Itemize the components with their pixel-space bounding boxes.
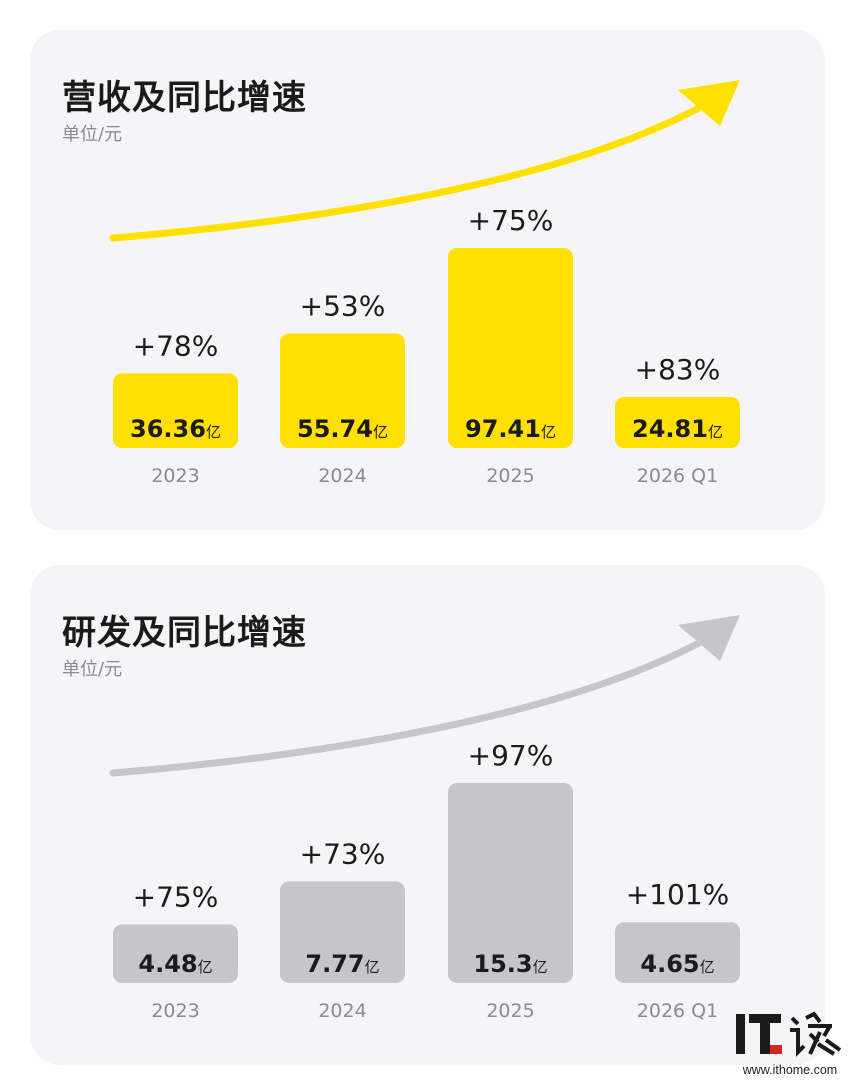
bar-value-label: 24.81亿	[632, 415, 723, 443]
chart-unit-label: 单位/元	[62, 659, 123, 680]
x-axis-tick-label: 2026 Q1	[637, 465, 718, 487]
bar	[615, 922, 740, 983]
growth-rate-label: +101%	[626, 878, 730, 911]
revenue-chart-card: 营收及同比增速 单位/元 36.36亿 +78% 2023 55.74亿 +53% 202…	[30, 30, 825, 530]
bar	[615, 397, 740, 448]
rnd-chart-card: 研发及同比增速 单位/元 4.48亿 +75% 2023 7.77亿 +73% 2024 1…	[30, 565, 825, 1065]
bar	[280, 881, 405, 983]
x-axis-tick-label: 2024	[318, 465, 366, 487]
growth-rate-label: +97%	[468, 739, 554, 772]
bar	[113, 373, 238, 448]
trend-arrow-head	[678, 80, 740, 126]
watermark-url: www.ithome.com	[742, 1063, 838, 1077]
ithome-watermark: www.ithome.com	[730, 1010, 850, 1085]
ithome-logo	[736, 1011, 842, 1057]
growth-rate-label: +83%	[635, 353, 721, 386]
trend-arrow-shaft	[109, 98, 714, 242]
growth-rate-label: +73%	[300, 837, 386, 870]
bar-value-label: 4.65亿	[640, 950, 714, 978]
x-axis-tick-label: 2025	[486, 1000, 534, 1022]
bar-value-label: 15.3亿	[473, 950, 547, 978]
bar-value-label: 7.77亿	[305, 950, 379, 978]
x-axis-tick-label: 2026 Q1	[637, 1000, 718, 1022]
x-axis-tick-label: 2023	[151, 465, 199, 487]
revenue-bar-chart: 36.36亿 +78% 2023 55.74亿 +53% 2024 97.41亿 +75% 20…	[109, 80, 740, 487]
bar	[280, 333, 405, 448]
trend-arrow-head	[678, 615, 740, 661]
x-axis-tick-label: 2023	[151, 1000, 199, 1022]
growth-rate-label: +75%	[468, 204, 554, 237]
bar-value-label: 97.41亿	[465, 415, 556, 443]
bar	[448, 248, 573, 448]
chart-unit-label: 单位/元	[62, 124, 123, 145]
chart-title: 营收及同比增速	[62, 78, 307, 118]
bar-value-label: 4.48亿	[138, 950, 212, 978]
bar	[113, 924, 238, 983]
x-axis-tick-label: 2025	[486, 465, 534, 487]
chart-title: 研发及同比增速	[62, 613, 307, 653]
x-axis-tick-label: 2024	[318, 1000, 366, 1022]
bar-value-label: 36.36亿	[130, 415, 221, 443]
trend-arrow-shaft	[109, 633, 714, 777]
rnd-bar-chart: 4.48亿 +75% 2023 7.77亿 +73% 2024 15.3亿 +97% 2025 4…	[109, 615, 740, 1022]
bar-value-label: 55.74亿	[297, 415, 388, 443]
growth-rate-label: +53%	[300, 290, 386, 323]
bar	[448, 783, 573, 983]
growth-rate-label: +78%	[133, 329, 219, 362]
growth-rate-label: +75%	[133, 880, 219, 913]
